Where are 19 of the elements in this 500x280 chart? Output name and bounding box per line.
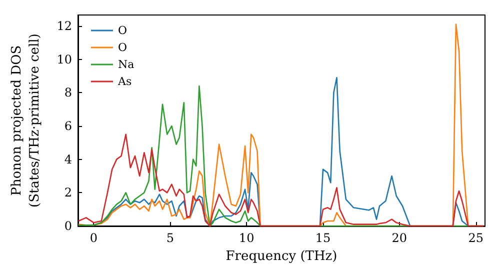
y-tick-label: 10 — [56, 52, 72, 66]
x-tick-label: 15 — [315, 231, 331, 245]
y-tick-label: 0 — [64, 219, 72, 233]
legend-label: Na — [118, 58, 135, 71]
y-tick-label: 6 — [64, 119, 72, 133]
x-tick-label: 25 — [468, 231, 484, 245]
x-tick-label: 5 — [166, 231, 174, 245]
legend-label: O — [118, 24, 128, 37]
x-tick-label: 10 — [238, 231, 254, 245]
y-tick-label: 4 — [64, 152, 72, 166]
x-axis-title: Frequency (THz) — [226, 249, 338, 264]
y-tick-label: 8 — [64, 86, 72, 100]
y-axis-title: Phonon projected DOS (States/THz·primitive cell) — [10, 33, 42, 208]
legend-label: O — [118, 41, 128, 54]
x-tick-label: 20 — [392, 231, 408, 245]
y-tick-label: 2 — [64, 186, 72, 200]
x-tick-label: 0 — [90, 231, 98, 245]
legend-label: As — [117, 75, 132, 88]
y-tick-label: 12 — [56, 19, 72, 33]
